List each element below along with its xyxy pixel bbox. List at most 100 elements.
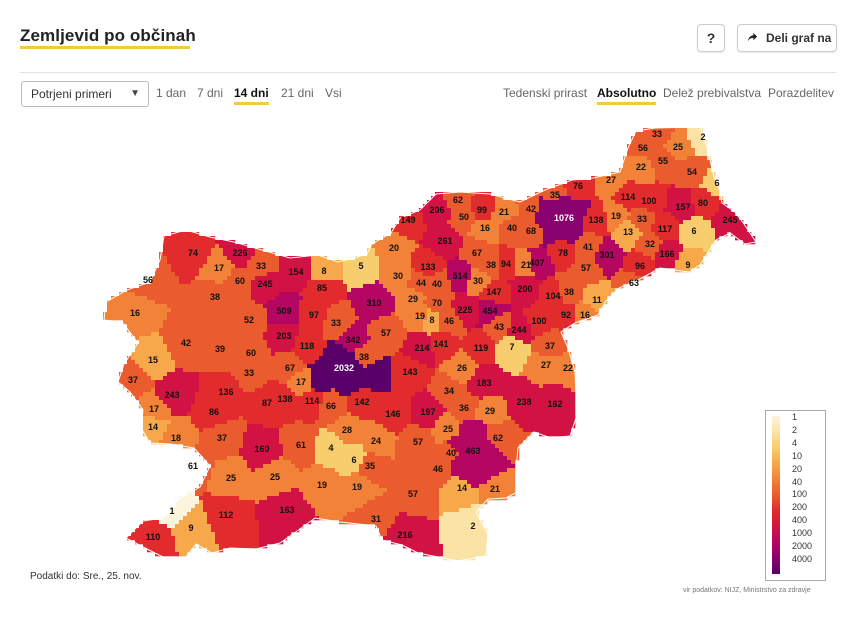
- range-1-day[interactable]: 1 dan: [156, 86, 187, 100]
- map-cell: [419, 288, 424, 293]
- map-cell: [663, 192, 668, 197]
- map-cell: [367, 340, 372, 345]
- map-cell: [647, 244, 652, 249]
- map-cell: [631, 256, 636, 261]
- map-cell: [467, 292, 472, 297]
- map-cell: [475, 256, 480, 261]
- map-cell: [563, 296, 568, 301]
- map-cell: [459, 320, 464, 325]
- map-cell: [419, 276, 424, 281]
- map-cell: [167, 236, 172, 241]
- map-cell: [635, 156, 640, 161]
- share-button[interactable]: Deli graf na: [737, 24, 837, 52]
- map-cell: [643, 148, 648, 153]
- map-cell: [499, 220, 504, 225]
- map-cell: [279, 256, 284, 261]
- map-cell: [147, 360, 152, 365]
- map-cell: [447, 336, 452, 341]
- map-cell: [159, 344, 164, 349]
- map-cell: [375, 348, 380, 353]
- map-cell: [551, 284, 556, 289]
- map-cell: [627, 240, 632, 245]
- map-cell: [267, 360, 272, 365]
- mode-weekly-growth[interactable]: Tedenski prirast: [503, 86, 588, 100]
- map-cell: [183, 336, 188, 341]
- map-cell: [491, 252, 496, 257]
- map-cell: [379, 244, 384, 249]
- map-cell: [447, 220, 452, 225]
- page-title: Zemljevid po občinah: [20, 26, 196, 45]
- map-cell: [403, 304, 408, 309]
- range-21-days[interactable]: 21 dni: [281, 86, 314, 100]
- map-cell: [555, 316, 560, 321]
- map-cell: [195, 332, 200, 337]
- map-cell: [711, 184, 716, 189]
- map-cell: [307, 268, 312, 273]
- map-cell: [327, 332, 332, 337]
- mode-absolute[interactable]: Absolutno: [597, 86, 657, 105]
- map-cell: [579, 312, 584, 317]
- map-cell: [351, 284, 356, 289]
- map-cell: [579, 200, 584, 205]
- map-cell: [647, 132, 652, 137]
- map-cell: [619, 224, 624, 229]
- map-cell: [667, 264, 672, 269]
- map-cell: [183, 308, 188, 313]
- map-cell: [451, 260, 456, 265]
- map-cell: [115, 312, 120, 317]
- map-cell: [463, 240, 468, 245]
- map-cell: [535, 252, 540, 257]
- map-cell: [459, 196, 464, 201]
- help-button[interactable]: ?: [697, 24, 725, 52]
- map-cell: [387, 236, 392, 241]
- map-cell: [347, 324, 352, 329]
- mode-distribution[interactable]: Porazdelitev: [768, 86, 835, 100]
- range-all[interactable]: Vsi: [325, 86, 342, 100]
- map-cell: [407, 332, 412, 337]
- map-cell: [443, 280, 448, 285]
- map-cell: [539, 244, 544, 249]
- map-cell: [627, 252, 632, 257]
- map-cell: [519, 332, 524, 337]
- map-cell: [627, 164, 632, 169]
- map-cell: [155, 348, 160, 353]
- map-cell: [395, 348, 400, 353]
- map-cell: [311, 292, 316, 297]
- map-cell: [655, 228, 660, 233]
- map-cell: [231, 264, 236, 269]
- map-cell: [495, 224, 500, 229]
- map-cell: [459, 268, 464, 273]
- map-cell: [451, 280, 456, 285]
- map-cell: [291, 348, 296, 353]
- range-14-days[interactable]: 14 dni: [234, 86, 269, 105]
- map-cell: [171, 332, 176, 337]
- map-cell: [639, 180, 644, 185]
- map-cell: [239, 268, 244, 273]
- map-cell: [239, 288, 244, 293]
- map-cell: [159, 296, 164, 301]
- map-cell: [567, 268, 572, 273]
- map-cell: [251, 308, 256, 313]
- map-cell: [455, 296, 460, 301]
- map-cell: [283, 260, 288, 265]
- map-cell: [479, 340, 484, 345]
- map-cell: [187, 272, 192, 277]
- map-cell: [539, 260, 544, 265]
- map-cell: [515, 304, 520, 309]
- map-cell: [471, 216, 476, 221]
- map-cell: [207, 328, 212, 333]
- mode-population-share[interactable]: Delež prebivalstva: [663, 86, 762, 100]
- map-cell: [199, 304, 204, 309]
- range-7-days[interactable]: 7 dni: [197, 86, 224, 100]
- map-cell: [387, 264, 392, 269]
- map-cell: [583, 308, 588, 313]
- map-cell: [391, 296, 396, 301]
- measure-select[interactable]: Potrjeni primeri ▼: [21, 81, 149, 107]
- map-cell: [283, 332, 288, 337]
- map-cell: [551, 308, 556, 313]
- map-cell: [611, 272, 616, 277]
- map-cell: [539, 264, 544, 269]
- map-cell: [135, 296, 140, 301]
- map-cell: [407, 220, 412, 225]
